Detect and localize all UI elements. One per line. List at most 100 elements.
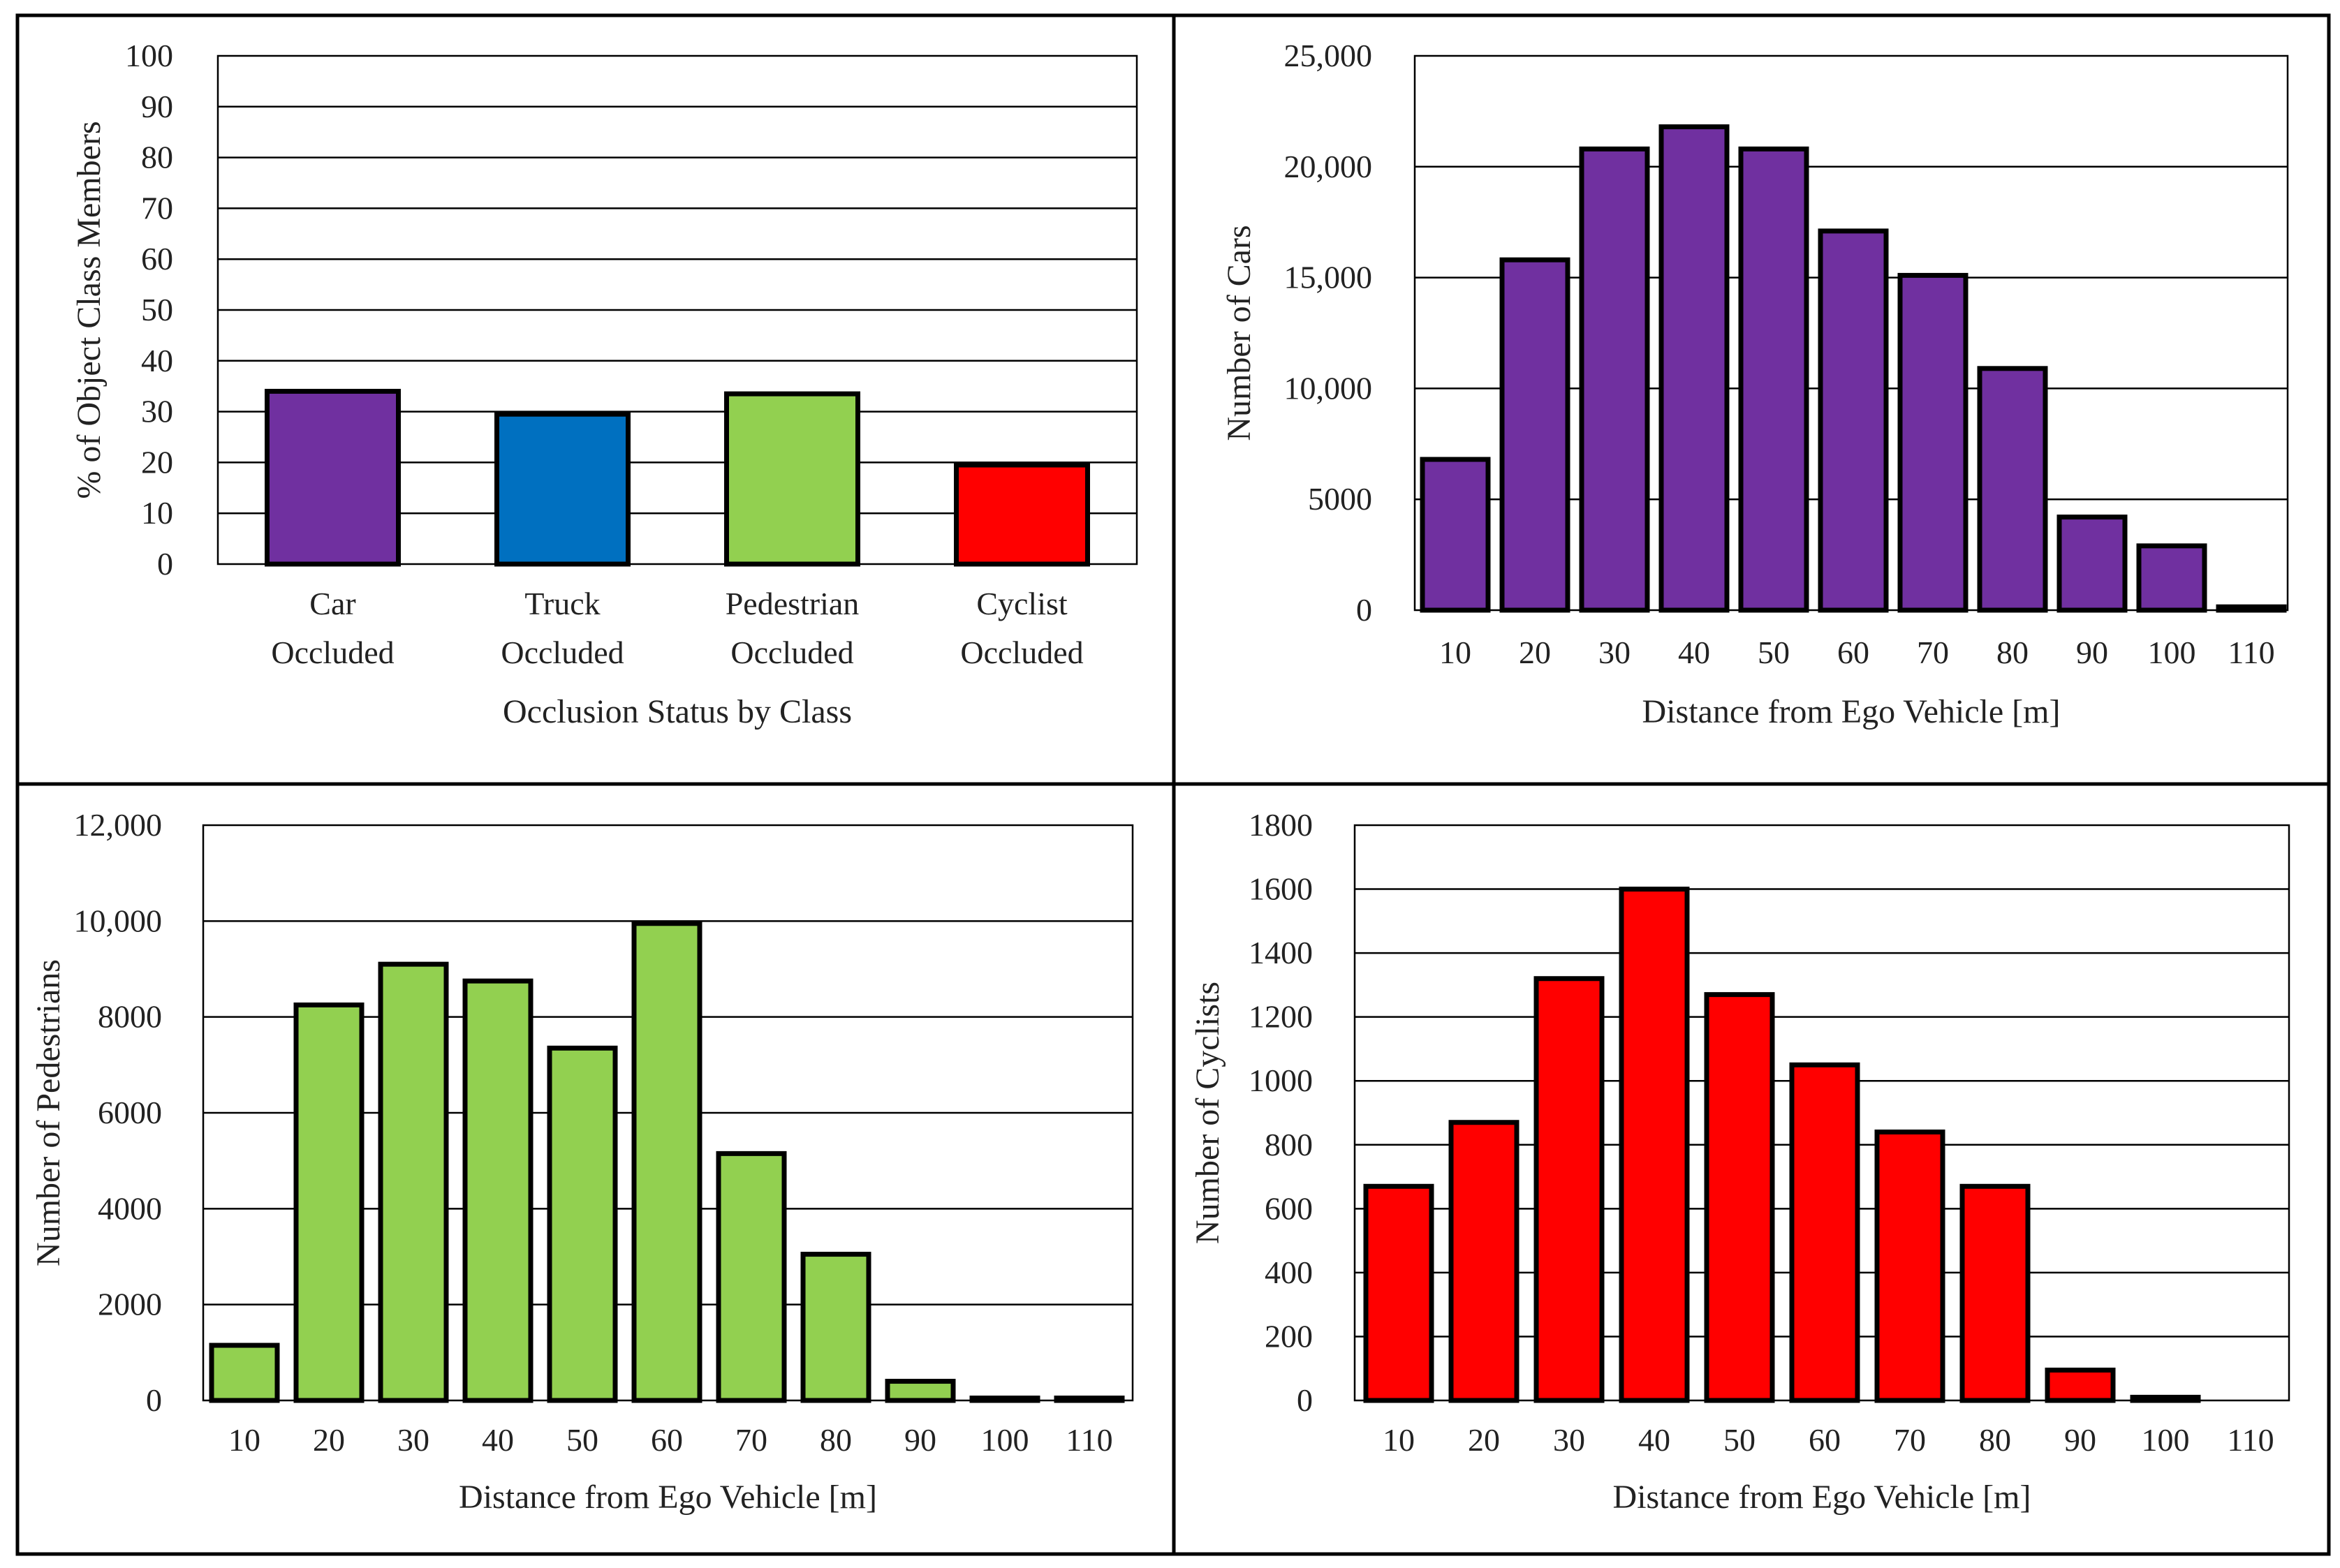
x-tick-label: Car [309,586,355,621]
y-tick-label: 5000 [1308,481,1372,517]
y-tick-label: 20 [141,444,173,480]
y-tick-label: 90 [141,89,173,124]
bar [2045,1368,2116,1403]
bar [885,1379,956,1403]
y-tick-label: 0 [157,546,173,582]
bar [1533,976,1605,1403]
cyclists-distance-histogram: 0 200 400 600 800 1000 1200 1400 1600 1800 10 20 30 4… [1189,807,2290,1516]
x-tick-label: 40 [1638,1422,1670,1458]
bar [1977,366,2048,613]
x-tick-label: 20 [1468,1422,1500,1458]
bar [1658,124,1730,613]
pedestrians-distance-histogram: 0 2000 4000 6000 8000 10,000 12,000 10 20 30 40 50 6… [30,807,1134,1516]
bar [1704,992,1775,1403]
bar [2056,515,2128,613]
x-tick-label: 60 [1809,1422,1841,1458]
y-tick-label: 20,000 [1284,149,1373,184]
x-axis-title: Distance from Ego Vehicle [m] [1613,1479,2031,1516]
x-tick-label: 40 [1678,635,1710,670]
x-tick-label: 100 [2142,1422,2190,1458]
y-tick-label: 0 [1297,1382,1313,1418]
bar [494,411,631,567]
y-tick-label: 70 [141,190,173,225]
cars-distance-histogram: 0 5000 10,000 15,000 20,000 25,000 10 20 30 40 50 6… [1221,38,2289,730]
bar [2136,543,2207,613]
y-tick-label: 200 [1265,1318,1313,1354]
bar [1818,228,1889,613]
bar [1579,146,1650,613]
bar [378,961,449,1403]
x-tick-label: 60 [651,1422,683,1458]
bar [1499,257,1570,613]
bar [1738,146,1809,613]
x-tick-label: Occluded [730,635,853,670]
y-tick-label: 1800 [1249,807,1313,843]
y-tick-label: 2000 [98,1287,162,1322]
x-axis-title: Occlusion Status by Class [503,693,852,730]
x-tick-label: 110 [2228,635,2274,670]
occlusion-status-chart: 0 10 20 30 40 50 60 70 80 90 100 Car Occluded Truck Oc… [71,38,1138,730]
x-tick-label: 50 [1758,635,1790,670]
x-tick-label: 90 [904,1422,936,1458]
bar [265,388,401,567]
y-axis-title: Number of Cyclists [1189,982,1226,1244]
y-tick-label: 1400 [1249,935,1313,970]
x-tick-label: Occluded [271,635,394,670]
x-tick-label: 20 [313,1422,345,1458]
bar [1448,1120,1519,1403]
x-tick-label: 90 [2076,635,2108,670]
bar [724,391,860,567]
y-tick-label: 1200 [1249,999,1313,1035]
x-tick-label: 30 [397,1422,429,1458]
x-tick-label: 70 [735,1422,767,1458]
y-axis-title: % of Object Class Members [71,121,108,498]
y-tick-label: 400 [1265,1255,1313,1290]
x-tick-label: 50 [1723,1422,1756,1458]
x-tick-label: 40 [482,1422,514,1458]
bar [1363,1183,1434,1403]
bar [631,921,702,1403]
x-tick-label: Occluded [501,635,624,670]
x-tick-label: 90 [2064,1422,2096,1458]
x-tick-label: 60 [1837,635,1869,670]
bar [969,1396,1040,1403]
y-tick-label: 10,000 [74,903,163,938]
bar [954,462,1090,567]
y-tick-label: 30 [141,394,173,429]
x-tick-label: 20 [1519,635,1551,670]
bar [209,1343,280,1403]
x-tick-label: 70 [1894,1422,1926,1458]
y-tick-label: 8000 [98,999,162,1035]
x-tick-label: 50 [566,1422,598,1458]
x-tick-label: 100 [2148,635,2196,670]
bar [1789,1062,1860,1403]
bar [1054,1396,1125,1403]
x-tick-label: 10 [228,1422,260,1458]
y-tick-label: 25,000 [1284,38,1373,73]
x-tick-label: Cyclist [976,586,1068,621]
y-tick-label: 15,000 [1284,260,1373,295]
bar [1874,1129,1945,1403]
bar [1897,272,1969,613]
y-tick-label: 50 [141,292,173,327]
x-tick-label: 80 [1996,635,2029,670]
y-tick-label: 800 [1265,1127,1313,1162]
y-tick-label: 4000 [98,1190,162,1226]
bar [547,1045,618,1403]
x-tick-label: 10 [1383,1422,1415,1458]
bar [293,1003,365,1403]
y-tick-label: 6000 [98,1095,162,1130]
x-tick-label: 30 [1553,1422,1585,1458]
y-axis-title: Number of Pedestrians [30,959,67,1266]
plot-area [216,54,1138,565]
y-tick-label: 60 [141,241,173,276]
bar [2216,604,2287,613]
y-tick-label: 0 [146,1382,162,1418]
bar [462,978,534,1403]
x-axis-title: Distance from Ego Vehicle [m] [1642,693,2061,730]
bar [1619,887,1690,1403]
x-tick-label: 100 [981,1422,1029,1458]
bar [1420,457,1491,613]
y-tick-label: 80 [141,140,173,175]
bar [800,1252,871,1403]
